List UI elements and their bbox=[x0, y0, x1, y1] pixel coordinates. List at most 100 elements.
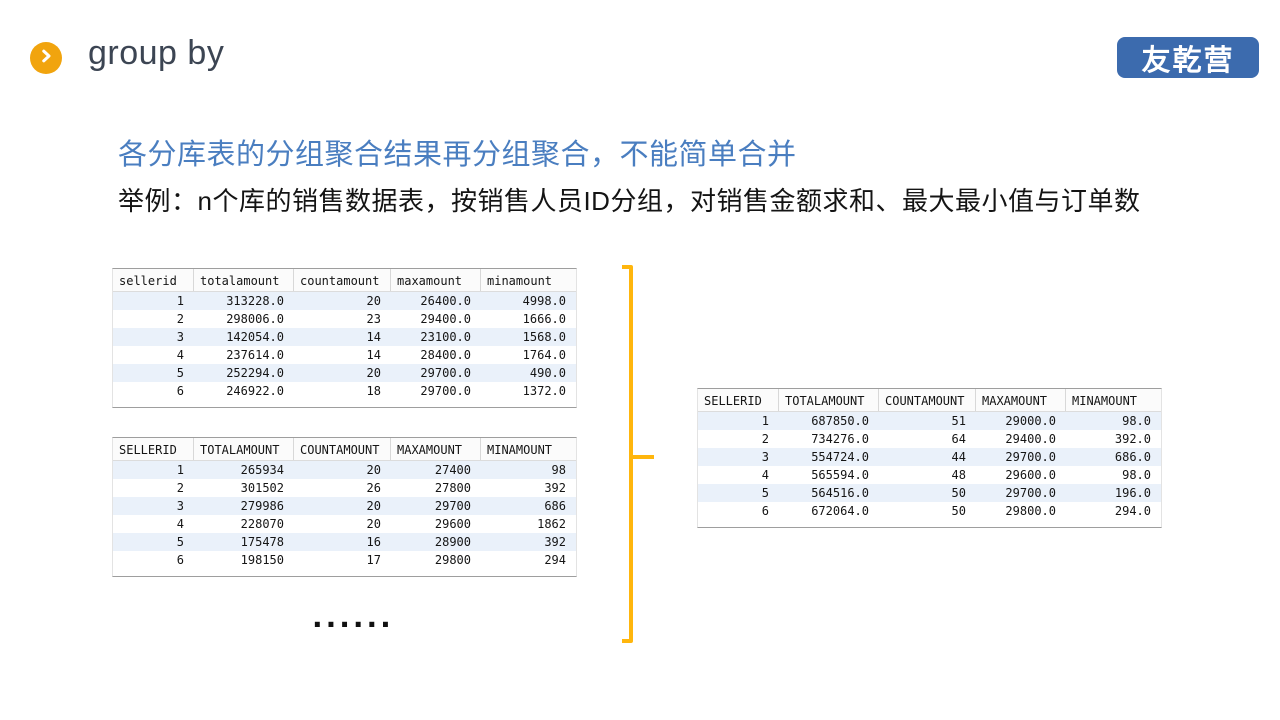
table-cell: 228070 bbox=[240, 517, 284, 531]
table-cell: 734276.0 bbox=[811, 432, 869, 446]
column-header: MAXAMOUNT bbox=[391, 438, 481, 460]
table-cell: 14 bbox=[366, 348, 381, 362]
table-cell: 29400.0 bbox=[420, 312, 471, 326]
grouping-brace bbox=[622, 265, 654, 643]
table-cell: 20 bbox=[366, 499, 381, 513]
table-cell: 237614.0 bbox=[226, 348, 284, 362]
shard1-result-table: sellerid totalamount countamount maxamount m… bbox=[112, 268, 577, 408]
table-cell: 687850.0 bbox=[811, 414, 869, 428]
table-cell: 2 bbox=[176, 481, 184, 495]
table-cell: 98.0 bbox=[1122, 468, 1151, 482]
table-cell: 198150 bbox=[240, 553, 284, 567]
table-cell: 28900 bbox=[434, 535, 471, 549]
table-cell: 1 bbox=[761, 414, 769, 428]
column-header: SELLERID bbox=[113, 438, 194, 460]
table-cell: 18 bbox=[366, 384, 381, 398]
table-cell: 1372.0 bbox=[522, 384, 566, 398]
column-header: MAXAMOUNT bbox=[976, 389, 1066, 411]
table-cell: 4 bbox=[761, 468, 769, 482]
table-cell: 2 bbox=[176, 312, 184, 326]
table-cell: 64 bbox=[951, 432, 966, 446]
table-cell: 392.0 bbox=[1114, 432, 1151, 446]
slide-heading: 各分库表的分组聚合结果再分组聚合，不能简单合并 bbox=[118, 139, 797, 171]
table-row: 3 279986 20 29700 686 bbox=[113, 497, 576, 515]
column-header: COUNTAMOUNT bbox=[879, 389, 976, 411]
table-row: 3 554724.0 44 29700.0 686.0 bbox=[698, 448, 1161, 466]
table-cell: 196.0 bbox=[1114, 486, 1151, 500]
table-row: 2 298006.0 23 29400.0 1666.0 bbox=[113, 310, 576, 328]
table-cell: 565594.0 bbox=[811, 468, 869, 482]
table-cell: 301502 bbox=[240, 481, 284, 495]
table-cell: 5 bbox=[176, 535, 184, 549]
table-cell: 29600.0 bbox=[1005, 468, 1056, 482]
table-cell: 20 bbox=[366, 463, 381, 477]
table-cell: 20 bbox=[366, 294, 381, 308]
table-cell: 3 bbox=[761, 450, 769, 464]
table-footer-strip bbox=[113, 569, 576, 576]
table-row: 4 237614.0 14 28400.0 1764.0 bbox=[113, 346, 576, 364]
bullet-badge bbox=[30, 42, 62, 74]
table-cell: 672064.0 bbox=[811, 504, 869, 518]
table-cell: 20 bbox=[366, 366, 381, 380]
table-cell: 29400.0 bbox=[1005, 432, 1056, 446]
table-cell: 279986 bbox=[240, 499, 284, 513]
table-cell: 50 bbox=[951, 486, 966, 500]
table-cell: 27400 bbox=[434, 463, 471, 477]
table-cell: 98 bbox=[551, 463, 566, 477]
column-header: minamount bbox=[487, 274, 553, 288]
table-cell: 5 bbox=[761, 486, 769, 500]
column-header: TOTALAMOUNT bbox=[194, 438, 294, 460]
table-cell: 29700.0 bbox=[1005, 450, 1056, 464]
brand-logo-text: 友乾营 bbox=[1141, 44, 1235, 77]
table-cell: 175478 bbox=[240, 535, 284, 549]
table-cell: 294 bbox=[544, 553, 566, 567]
table-row: 5 175478 16 28900 392 bbox=[113, 533, 576, 551]
table-cell: 142054.0 bbox=[226, 330, 284, 344]
table-cell: 23 bbox=[366, 312, 381, 326]
table-row: 3 142054.0 14 23100.0 1568.0 bbox=[113, 328, 576, 346]
table-cell: 29700 bbox=[434, 499, 471, 513]
table-cell: 4998.0 bbox=[522, 294, 566, 308]
column-header: COUNTAMOUNT bbox=[294, 438, 391, 460]
table-footer-strip bbox=[113, 400, 576, 407]
table-cell: 29700.0 bbox=[420, 366, 471, 380]
table-cell: 27800 bbox=[434, 481, 471, 495]
table-row: 1 687850.0 51 29000.0 98.0 bbox=[698, 412, 1161, 430]
page-title: group by bbox=[88, 34, 225, 72]
table-cell: 51 bbox=[951, 414, 966, 428]
column-header: MINAMOUNT bbox=[1072, 394, 1138, 408]
table-cell: 686 bbox=[544, 499, 566, 513]
table-cell: 28400.0 bbox=[420, 348, 471, 362]
table-cell: 23100.0 bbox=[420, 330, 471, 344]
table-cell: 3 bbox=[176, 499, 184, 513]
table-cell: 29700.0 bbox=[1005, 486, 1056, 500]
table-cell: 17 bbox=[366, 553, 381, 567]
table-cell: 6 bbox=[176, 384, 184, 398]
table-cell: 686.0 bbox=[1114, 450, 1151, 464]
column-header: maxamount bbox=[391, 269, 481, 291]
chevron-right-icon bbox=[37, 47, 55, 70]
table-header-row: SELLERID TOTALAMOUNT COUNTAMOUNT MAXAMOUNT M… bbox=[698, 389, 1161, 412]
table-cell: 1862 bbox=[537, 517, 566, 531]
table-cell: 313228.0 bbox=[226, 294, 284, 308]
shard2-result-table: SELLERID TOTALAMOUNT COUNTAMOUNT MAXAMOUNT M… bbox=[112, 437, 577, 577]
table-row: 6 672064.0 50 29800.0 294.0 bbox=[698, 502, 1161, 520]
table-cell: 29700.0 bbox=[420, 384, 471, 398]
table-header-row: sellerid totalamount countamount maxamount m… bbox=[113, 269, 576, 292]
slide-subheading: 举例：n个库的销售数据表，按销售人员ID分组，对销售金额求和、最大最小值与订单数 bbox=[118, 186, 1141, 216]
table-footer-strip bbox=[698, 520, 1161, 527]
table-row: 6 246922.0 18 29700.0 1372.0 bbox=[113, 382, 576, 400]
table-row: 2 734276.0 64 29400.0 392.0 bbox=[698, 430, 1161, 448]
table-cell: 4 bbox=[176, 348, 184, 362]
table-row: 5 252294.0 20 29700.0 490.0 bbox=[113, 364, 576, 382]
table-cell: 265934 bbox=[240, 463, 284, 477]
table-cell: 6 bbox=[176, 553, 184, 567]
table-cell: 298006.0 bbox=[226, 312, 284, 326]
table-cell: 246922.0 bbox=[226, 384, 284, 398]
table-cell: 3 bbox=[176, 330, 184, 344]
table-cell: 554724.0 bbox=[811, 450, 869, 464]
table-cell: 48 bbox=[951, 468, 966, 482]
table-cell: 44 bbox=[951, 450, 966, 464]
table-cell: 29000.0 bbox=[1005, 414, 1056, 428]
